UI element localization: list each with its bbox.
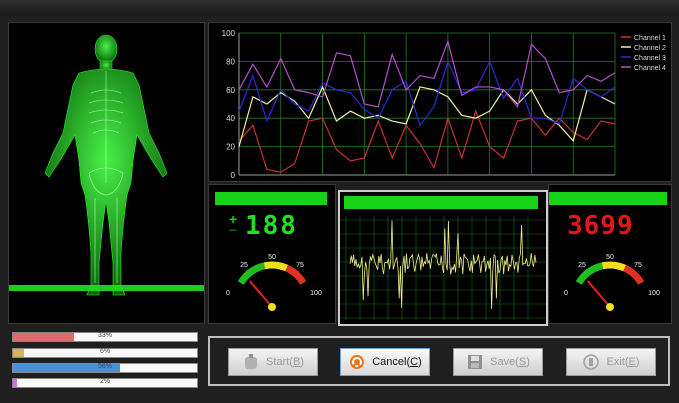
gauge-tick-label: 25: [240, 262, 248, 269]
title-bar: [0, 0, 679, 16]
gauge-needle: [586, 280, 611, 308]
y-tick-label: 40: [226, 114, 235, 123]
series-line-2: [238, 85, 616, 147]
y-tick-label: 100: [222, 29, 236, 38]
gauge-tick-label: 100: [310, 290, 322, 297]
gauge-band: [575, 262, 604, 285]
gauge-band: [263, 261, 289, 272]
plus-indicator: +: [229, 211, 238, 227]
gauge-tick-label: 75: [296, 262, 304, 269]
body-scan-panel: [8, 22, 205, 324]
series-line-3: [238, 59, 616, 127]
y-tick-label: 0: [231, 171, 236, 180]
gauge-band: [285, 264, 307, 285]
minus-indicator: −: [229, 222, 238, 238]
gauge-needle: [248, 280, 273, 308]
gauge-band: [601, 261, 627, 272]
exit-button[interactable]: Exit(E): [566, 348, 656, 376]
gauge-hub: [606, 303, 614, 311]
legend-label: Channel 1: [634, 35, 666, 42]
lotion-icon: [242, 353, 260, 371]
gauge-tick-label: 0: [226, 290, 230, 297]
start-button[interactable]: Start(B): [228, 348, 318, 376]
progress-label: 6%: [99, 348, 111, 355]
save-button[interactable]: Save(S): [453, 348, 543, 376]
action-button-panel: Start(B) Cancel(C) Save(S) Exit(E): [208, 336, 670, 386]
left-meter-title-bar: [215, 192, 327, 205]
exit-label: Exit(E): [606, 356, 640, 368]
gauge-hub: [268, 303, 276, 311]
progress-bar-4: 2%: [12, 378, 198, 388]
gauge-tick-label: 50: [606, 254, 614, 261]
cancel-button[interactable]: Cancel(C): [340, 348, 430, 376]
save-label: Save(S): [490, 356, 530, 368]
oscilloscope-panel: [338, 190, 548, 326]
progress-label: 33%: [97, 332, 112, 339]
y-tick-label: 20: [226, 143, 235, 152]
progress-fill: [13, 379, 17, 387]
gauge-band: [623, 264, 645, 285]
start-label: Start(B): [266, 356, 304, 368]
right-meter-panel: 3699 0 25 50 75 100: [548, 184, 672, 324]
series-line-1: [238, 109, 616, 173]
scope-title-bar: [344, 196, 538, 209]
progress-bar-1: 33%: [12, 332, 198, 342]
channel-chart-panel: 0 20 40 60 80 100 Channel 1 Channel 2 Channel 3 C…: [208, 22, 672, 182]
progress-label: 58%: [97, 363, 112, 370]
progress-bars-panel: 33% 6% 58% 2%: [8, 326, 203, 392]
gauge-tick-label: 100: [648, 290, 660, 297]
progress-label: 2%: [99, 378, 111, 385]
scan-line: [9, 285, 204, 291]
legend-label: Channel 4: [634, 65, 666, 72]
cancel-icon: [348, 353, 366, 371]
y-tick-label: 80: [226, 57, 235, 66]
series-line-4: [238, 39, 616, 109]
gauge-band: [237, 262, 266, 285]
progress-fill: [13, 333, 74, 341]
gauge-tick-label: 0: [564, 290, 568, 297]
floppy-disk-icon: [466, 353, 484, 371]
progress-fill: [13, 364, 120, 372]
left-gauge: 0 25 50 75 100: [226, 254, 322, 311]
gauge-tick-label: 75: [634, 262, 642, 269]
y-tick-label: 60: [226, 86, 235, 95]
gauge-tick-label: 25: [578, 262, 586, 269]
human-body-image: [9, 34, 204, 296]
exit-icon: [582, 353, 600, 371]
gauge-tick-label: 50: [268, 254, 276, 261]
left-digital-readout: 188: [245, 211, 298, 241]
right-meter-title-bar: [549, 192, 667, 205]
waveform-line: [349, 220, 537, 310]
progress-bar-2: 6%: [12, 348, 198, 358]
left-meter-panel: + − 188 0 25 50 75 100: [208, 184, 336, 324]
progress-fill: [13, 349, 25, 357]
channel-line-chart: 0 20 40 60 80 100 Channel 1 Channel 2 Channel 3 C…: [222, 29, 666, 180]
legend-label: Channel 2: [634, 45, 666, 52]
legend-label: Channel 3: [634, 55, 666, 62]
cancel-label: Cancel(C): [372, 356, 422, 368]
progress-bar-3: 58%: [12, 363, 198, 373]
waveform-display: [340, 216, 546, 320]
right-digital-readout: 3699: [567, 211, 634, 241]
right-gauge: 0 25 50 75 100: [564, 254, 660, 311]
